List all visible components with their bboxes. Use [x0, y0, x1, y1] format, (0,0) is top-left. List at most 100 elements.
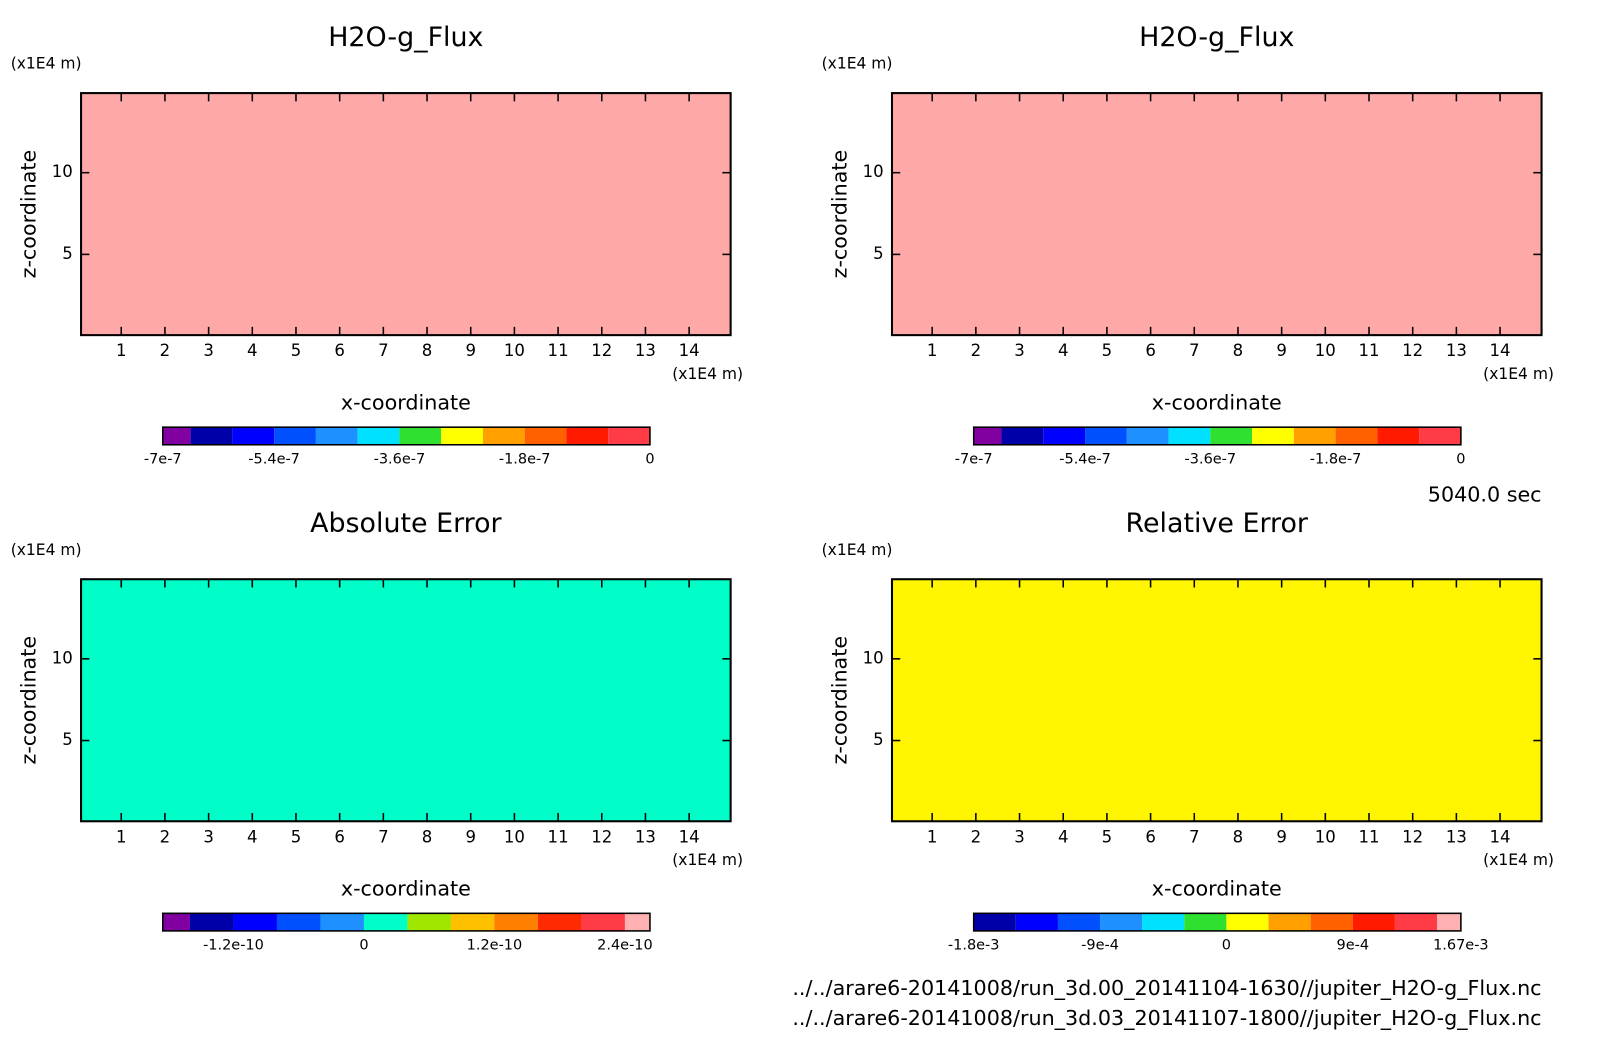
x-tick-label: 1: [927, 341, 938, 360]
x-tick-label: 13: [635, 341, 656, 360]
x-tick-label: 12: [591, 827, 612, 846]
x-tick-label: 9: [1276, 827, 1287, 846]
x-tick-label: 4: [1058, 341, 1069, 360]
x-tick-label: 3: [1014, 827, 1025, 846]
y-tick-label: 10: [863, 162, 884, 181]
colorbar-segment: [608, 427, 650, 445]
x-tick-label: 8: [1233, 827, 1244, 846]
panel: H2O-g_Flux(x1E4 m)1 2 3 4 5 6 7 8 9 10 11 12 13 14510…: [822, 22, 1554, 467]
colorbar-segment: [1293, 427, 1336, 445]
colorbar-segment: [1126, 427, 1169, 445]
colorbar-segment: [1210, 427, 1253, 445]
x-tick-label: 1: [116, 341, 127, 360]
colorbar-segment: [1085, 427, 1127, 445]
plot-frame: [80, 92, 732, 337]
colorbar-segment: [1001, 427, 1044, 445]
x-tick-label: 5: [1102, 341, 1113, 360]
colorbar-tick-label: -1.8e-7: [1310, 451, 1362, 467]
x-unit: (x1E4 m): [672, 851, 743, 869]
colorbar-segment: [1419, 427, 1461, 445]
file-path: ../../arare6-20141008/run_3d.03_20141107…: [792, 1006, 1541, 1031]
colorbar-segment: [624, 913, 650, 931]
colorbar-segment: [1142, 913, 1185, 931]
y-unit: (x1E4 m): [822, 55, 893, 73]
colorbar-segment: [162, 427, 191, 445]
x-tick-label: 1: [116, 827, 127, 846]
colorbar-frame: [161, 912, 651, 932]
y-unit: (x1E4 m): [11, 55, 82, 73]
colorbar-tick-label: -9e-4: [1081, 937, 1119, 953]
plot-frame: [890, 92, 1543, 337]
x-tick-label: 3: [1014, 341, 1025, 360]
x-tick-label: 12: [1402, 341, 1423, 360]
x-tick-label: 2: [160, 827, 171, 846]
colorbar-tick-label: -1.8e-3: [948, 937, 1000, 953]
x-tick-label: 9: [1276, 341, 1287, 360]
colorbar-segment: [190, 427, 233, 445]
y-unit: (x1E4 m): [822, 541, 893, 559]
colorbar-tick-label: -7e-7: [144, 451, 182, 467]
x-tick-label: 9: [465, 827, 476, 846]
y-tick-label: 5: [873, 244, 884, 263]
colorbar-tick-label: -5.4e-7: [1059, 451, 1111, 467]
x-tick-label: 5: [291, 827, 302, 846]
colorbar-segment: [441, 427, 483, 445]
colorbar-segment: [233, 913, 277, 931]
colorbar-segment: [232, 427, 275, 445]
x-tick-label: 14: [1490, 827, 1511, 846]
x-tick-label: 9: [465, 341, 476, 360]
colorbar-segment: [450, 913, 495, 931]
colorbar-segment: [1252, 427, 1294, 445]
colorbar-segment: [1268, 913, 1311, 931]
colorbar-segment: [482, 427, 525, 445]
x-tick-label: 12: [1402, 827, 1423, 846]
contour-field: [81, 579, 731, 822]
panel-title: Relative Error: [1126, 508, 1309, 539]
x-tick-label: 6: [1145, 341, 1156, 360]
x-tick-label: 10: [1315, 341, 1336, 360]
x-tick-label: 11: [1358, 341, 1379, 360]
colorbar-segment: [1226, 913, 1269, 931]
panel: Relative Error(x1E4 m)1 2 3 4 5 6 7 8 9 10 11 12 13 1…: [822, 508, 1554, 953]
colorbar-segment: [276, 913, 321, 931]
x-tick-label: 2: [971, 827, 982, 846]
colorbar-segment: [1100, 913, 1143, 931]
colorbar-frame: [972, 912, 1462, 932]
x-tick-label: 4: [1058, 827, 1069, 846]
colorbar-segment: [162, 913, 190, 931]
colorbar-tick-label: 2.4e-10: [597, 937, 653, 953]
y-axis-label: z-coordinate: [827, 150, 851, 279]
x-tick-label: 7: [1189, 341, 1200, 360]
panel: Absolute Error(x1E4 m)1 2 3 4 5 6 7 8 9 10 11 12 13 1…: [11, 508, 743, 953]
colorbar-segment: [274, 427, 316, 445]
colorbar-segment: [1352, 913, 1395, 931]
time-label: 5040.0 sec: [1428, 482, 1542, 506]
colorbar-frame: [161, 426, 651, 446]
x-tick-label: 14: [1490, 341, 1511, 360]
colorbar-tick-label: -1.2e-10: [203, 937, 264, 953]
colorbar-segment: [973, 913, 1016, 931]
colorbar-segment: [399, 427, 442, 445]
y-axis-label: z-coordinate: [827, 636, 851, 765]
x-unit: (x1E4 m): [1483, 365, 1554, 383]
x-tick-label: 7: [378, 341, 389, 360]
x-tick-label: 4: [247, 341, 258, 360]
x-tick-label: 10: [1315, 827, 1336, 846]
colorbar-segment: [566, 427, 609, 445]
colorbar-segment: [1335, 427, 1378, 445]
y-axis-label: z-coordinate: [16, 636, 40, 765]
x-tick-label: 2: [160, 341, 171, 360]
x-tick-label: 11: [548, 827, 569, 846]
x-tick-label: 13: [635, 827, 656, 846]
x-unit: (x1E4 m): [672, 365, 743, 383]
colorbar-segment: [494, 913, 538, 931]
x-tick-label: 11: [1358, 827, 1379, 846]
x-tick-label: 11: [548, 341, 569, 360]
contour-field: [891, 579, 1542, 822]
x-tick-label: 6: [1145, 827, 1156, 846]
panel-title: Absolute Error: [310, 508, 502, 539]
colorbar-segment: [1043, 427, 1086, 445]
colorbar-segment: [1437, 913, 1461, 931]
colorbar-frame: [972, 426, 1462, 446]
